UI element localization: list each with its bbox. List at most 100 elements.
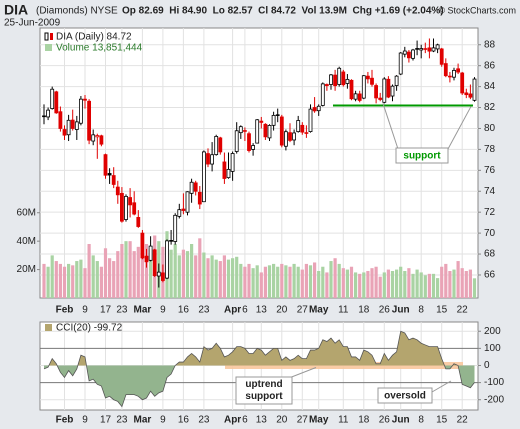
candle-body [337, 67, 342, 85]
volume-bar [403, 271, 407, 298]
candle-body [370, 77, 374, 85]
candle-body [316, 105, 321, 112]
x-tick-label: Mar [134, 305, 152, 316]
volume-bar [222, 255, 226, 298]
volume-bar [116, 251, 120, 298]
volume-bar [239, 263, 243, 298]
y-tick-label: 84 [484, 81, 496, 92]
candle-body [214, 136, 219, 156]
volume-bar [341, 268, 345, 298]
x-tick-label: Mar [134, 415, 152, 426]
candle-body [247, 133, 251, 151]
volume-bar [386, 269, 390, 298]
candle-body [394, 75, 399, 86]
x-tick-label: 13 [256, 305, 268, 316]
candle-body [353, 93, 358, 100]
y-tick-label: 68 [484, 249, 496, 260]
candle-body [308, 108, 313, 133]
legend-label: DIA (Daily) 84.72 [56, 32, 132, 43]
candle-body [148, 245, 153, 261]
x-tick-label: Feb [56, 305, 74, 316]
volume-bar [103, 248, 108, 298]
candle-body [452, 69, 456, 78]
volume-bar [407, 268, 411, 298]
legend-icon [45, 324, 52, 331]
symbol: DIA [4, 2, 28, 18]
x-tick-label: May [309, 305, 329, 316]
candle-body [329, 74, 333, 85]
candle-body [374, 85, 379, 99]
callout-line [431, 380, 452, 393]
volume-bar [440, 266, 444, 298]
callout-line [288, 367, 317, 379]
candle-body [124, 195, 128, 220]
annotation: support [403, 151, 441, 162]
x-tick-label: 15 [436, 415, 448, 426]
candle-body [128, 197, 133, 206]
candle-body [259, 120, 264, 123]
candle-body [456, 68, 461, 73]
volume-bar [292, 263, 296, 298]
x-tick-label: 9 [160, 415, 166, 426]
y-tick-label: 80 [484, 123, 496, 134]
volume-bar [378, 276, 382, 298]
candle-body [152, 249, 157, 277]
candle-body [435, 44, 440, 50]
volume-bar [214, 259, 218, 298]
volume-tick-label: 40M [17, 236, 36, 247]
candle-body [275, 114, 280, 116]
x-tick-label: Jun [392, 415, 410, 426]
candle-body [132, 202, 137, 215]
x-tick-label: 26 [379, 415, 391, 426]
callout-box [235, 376, 293, 405]
volume-bar [226, 259, 231, 298]
x-tick-label: Apr [224, 415, 241, 426]
candle-body [169, 240, 174, 242]
candle-body [304, 132, 309, 134]
volume-bar [284, 265, 288, 298]
security-name: (Diamonds) NYSE [36, 6, 118, 17]
candle-body [46, 109, 50, 118]
volume-bar [144, 244, 149, 298]
volume-bar [382, 272, 386, 298]
volume-bar [267, 265, 272, 298]
volume-bar [83, 268, 87, 298]
candle-body [83, 98, 87, 101]
candle-body [238, 126, 243, 134]
x-tick-label: 23 [116, 415, 128, 426]
candle-body [95, 135, 100, 138]
x-tick-label: 15 [436, 305, 448, 316]
volume-bar [276, 266, 280, 298]
volume-bar [210, 255, 214, 298]
candle-body [74, 121, 79, 130]
volume-bar [112, 261, 116, 298]
volume-bar [194, 255, 198, 298]
candle-body [107, 173, 112, 176]
volume-bar [288, 266, 292, 298]
candle-body [120, 192, 124, 222]
y-tick-label: 200 [484, 326, 501, 337]
candle-body [156, 271, 161, 277]
candle-body [50, 88, 55, 109]
volume-bar [62, 266, 67, 298]
volume-bar [280, 263, 284, 298]
volume-bar [419, 272, 423, 298]
volume-bar [75, 261, 79, 298]
volume-bar [317, 271, 321, 298]
x-tick-label: 18 [358, 305, 370, 316]
candle-body [242, 130, 247, 132]
x-tick-label: 16 [178, 415, 190, 426]
y-tick-label: 0 [484, 360, 490, 371]
x-tick-label: 27 [297, 415, 309, 426]
volume-bar [464, 271, 468, 298]
candle-body [419, 48, 424, 51]
date: 25-Jun-2009 [4, 18, 61, 29]
cci-area-positive [44, 331, 475, 366]
x-tick-label: Jun [392, 305, 410, 316]
volume-bar [95, 261, 99, 298]
volume-bar [337, 263, 341, 298]
candle-body [468, 93, 473, 98]
volume-bar [140, 238, 144, 298]
x-tick-label: 17 [100, 305, 112, 316]
candle-body [447, 75, 452, 78]
